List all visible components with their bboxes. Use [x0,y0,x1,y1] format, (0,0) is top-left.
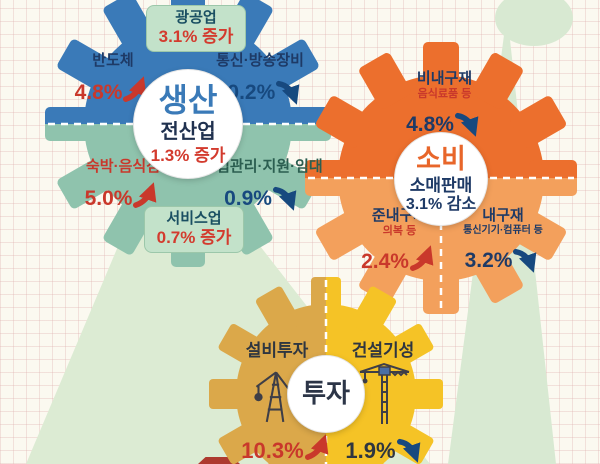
consumption-value: 3.1% 감소 [405,195,477,213]
production-value: 1.3% 증가 [150,145,226,165]
mining-label-box: 광공업 3.1% 증가 [146,5,246,53]
lodging-value: 5.0% [84,187,133,211]
construction-value: 1.9% [345,438,396,463]
semidurable-sub: 의복 등 [382,225,417,238]
production-title: 생산 [158,82,218,119]
up-arrow-icon [123,72,151,108]
investment-center-circle: 투자 [288,356,364,432]
down-arrow-icon [272,186,301,220]
semidurable-value: 2.4% [361,249,409,273]
durable-block: 내구재 통신기기·컴퓨터 등 3.2% [443,207,563,282]
investment-title: 투자 [302,378,350,409]
durable-value: 3.2% [464,248,513,272]
construction-value-block: 1.9% [335,427,435,464]
facility-value-block: 10.3% [237,427,337,464]
consumption-subtitle: 소매판매 [409,175,473,195]
down-arrow-icon [454,112,483,146]
service-label: 서비스업 [166,210,222,227]
service-value: 0.7% 증가 [156,228,232,247]
semiconductor-value: 4.8% [74,81,123,105]
semiconductor-label: 반도체 [92,52,134,69]
consumption-center-circle: 소비 소매판매 3.1% 감소 [395,133,487,225]
up-arrow-icon [304,430,333,464]
hidden-gear-tooth [198,457,240,464]
lodging-label: 숙박·음식점 [86,158,160,175]
business-support-value: 0.9% [224,187,272,211]
up-arrow-icon [133,178,161,214]
semiconductor-block: 반도체 4.8% [58,52,168,114]
facility-value: 10.3% [241,438,304,463]
up-arrow-icon [409,241,438,277]
semidurable-block: 준내구재 의복 등 2.4% [347,207,452,283]
down-arrow-icon [276,80,304,114]
down-arrow-icon [396,438,425,464]
mining-value: 3.1% 증가 [158,27,234,46]
nondurable-value: 4.8% [406,112,454,136]
consumption-title: 소비 [416,144,466,175]
construction-label: 건설기성 [351,341,415,360]
nondurable-sub: 음식료품 등 [417,88,472,101]
facility-label-block: 설비투자 [232,341,322,361]
lodging-block: 숙박·음식점 5.0% [68,158,178,220]
tower-crane-icon [356,360,412,431]
business-support-label: 사업관리·지원·임대 [202,158,323,175]
service-label-box: 서비스업 0.7% 증가 [144,206,244,254]
broadcast-label: 통신·방송장비 [216,52,304,69]
production-center-circle: 생산 전산업 1.3% 증가 [134,70,242,178]
durable-label: 내구재 [482,207,524,224]
facility-label: 설비투자 [245,341,309,360]
mining-label: 광공업 [175,9,217,26]
durable-sub: 통신기기·컴퓨터 등 [463,225,543,237]
nondurable-block: 비내구재 음식료품 등 4.8% [392,70,497,146]
down-arrow-icon [513,248,541,282]
production-subtitle: 전산업 [160,121,216,144]
construction-label-block: 건설기성 [338,341,428,361]
background-blob [495,0,573,46]
business-support-block: 사업관리·지원·임대 0.9% [190,158,335,220]
nondurable-label: 비내구재 [416,70,473,87]
